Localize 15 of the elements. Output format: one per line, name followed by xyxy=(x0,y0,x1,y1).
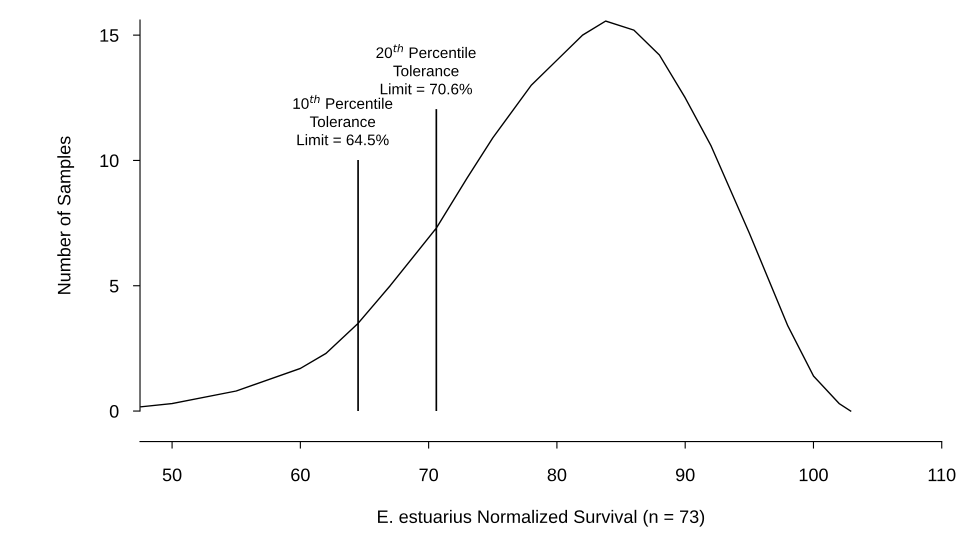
x-tick-label: 80 xyxy=(548,468,566,482)
x-tick-label: 100 xyxy=(800,468,828,482)
x-tick-label: 90 xyxy=(676,468,695,482)
y-axis-title: Number of Samples xyxy=(57,136,74,294)
x-tick-label: 110 xyxy=(928,468,956,482)
y-tick-label: 10 xyxy=(100,154,118,168)
y-tick-label: 15 xyxy=(100,29,118,42)
x-tick-label: 50 xyxy=(162,468,182,482)
x-tick-label: 70 xyxy=(420,468,438,482)
x-tick-label: 60 xyxy=(291,468,310,482)
y-tick-label: 5 xyxy=(110,280,118,292)
x-axis-title: E. estuarius Normalized Survival (n = 73) xyxy=(378,510,704,527)
ref-line-label: 20$^{th}$ Percentile Tolerance Limit = 70.6% xyxy=(376,44,476,94)
y-tick-label: 0 xyxy=(110,404,118,418)
ref-line-label: 10$^{th}$ Percentile Tolerance Limit = 64.5% xyxy=(293,94,392,146)
